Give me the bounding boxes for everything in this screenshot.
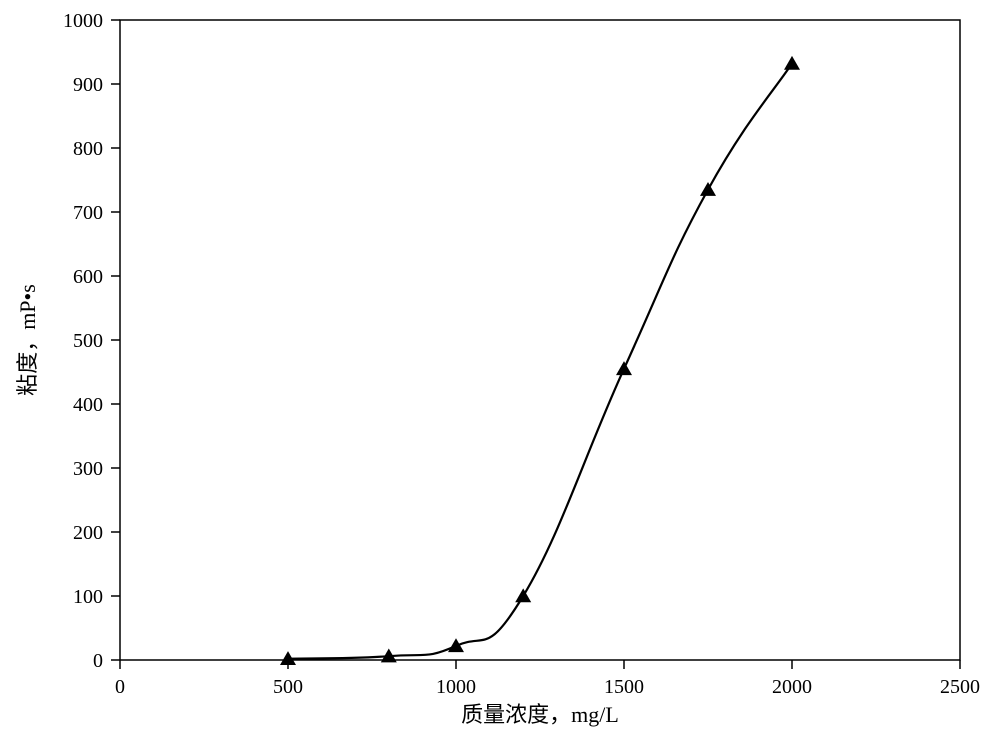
- y-tick-label: 700: [73, 202, 103, 224]
- y-tick-label: 100: [73, 586, 103, 608]
- y-tick-label: 900: [73, 74, 103, 96]
- x-tick-label: 2000: [772, 676, 812, 698]
- y-tick-label: 400: [73, 394, 103, 416]
- x-tick-label: 500: [273, 676, 303, 698]
- data-marker: [515, 588, 531, 602]
- x-axis-title: 质量浓度，mg/L: [461, 702, 619, 727]
- y-tick-label: 1000: [63, 10, 103, 32]
- data-marker: [700, 182, 716, 196]
- x-tick-label: 2500: [940, 676, 980, 698]
- data-marker: [616, 361, 632, 375]
- y-tick-label: 200: [73, 522, 103, 544]
- x-tick-label: 0: [115, 676, 125, 698]
- y-tick-label: 800: [73, 138, 103, 160]
- x-tick-label: 1500: [604, 676, 644, 698]
- y-tick-label: 300: [73, 458, 103, 480]
- series-line: [288, 64, 792, 659]
- y-tick-label: 0: [93, 650, 103, 672]
- chart-container: 0 500 1000 1500 2000 2500 0 100 200 300 400 500 600 7…: [0, 0, 1000, 748]
- y-axis-title: 粘度，mP•s: [15, 284, 40, 396]
- data-marker: [784, 56, 800, 70]
- x-tick-label: 1000: [436, 676, 476, 698]
- chart-svg: 0 500 1000 1500 2000 2500 0 100 200 300 400 500 600 7…: [0, 0, 1000, 748]
- y-tick-label: 600: [73, 266, 103, 288]
- y-tick-label: 500: [73, 330, 103, 352]
- data-marker: [448, 638, 464, 652]
